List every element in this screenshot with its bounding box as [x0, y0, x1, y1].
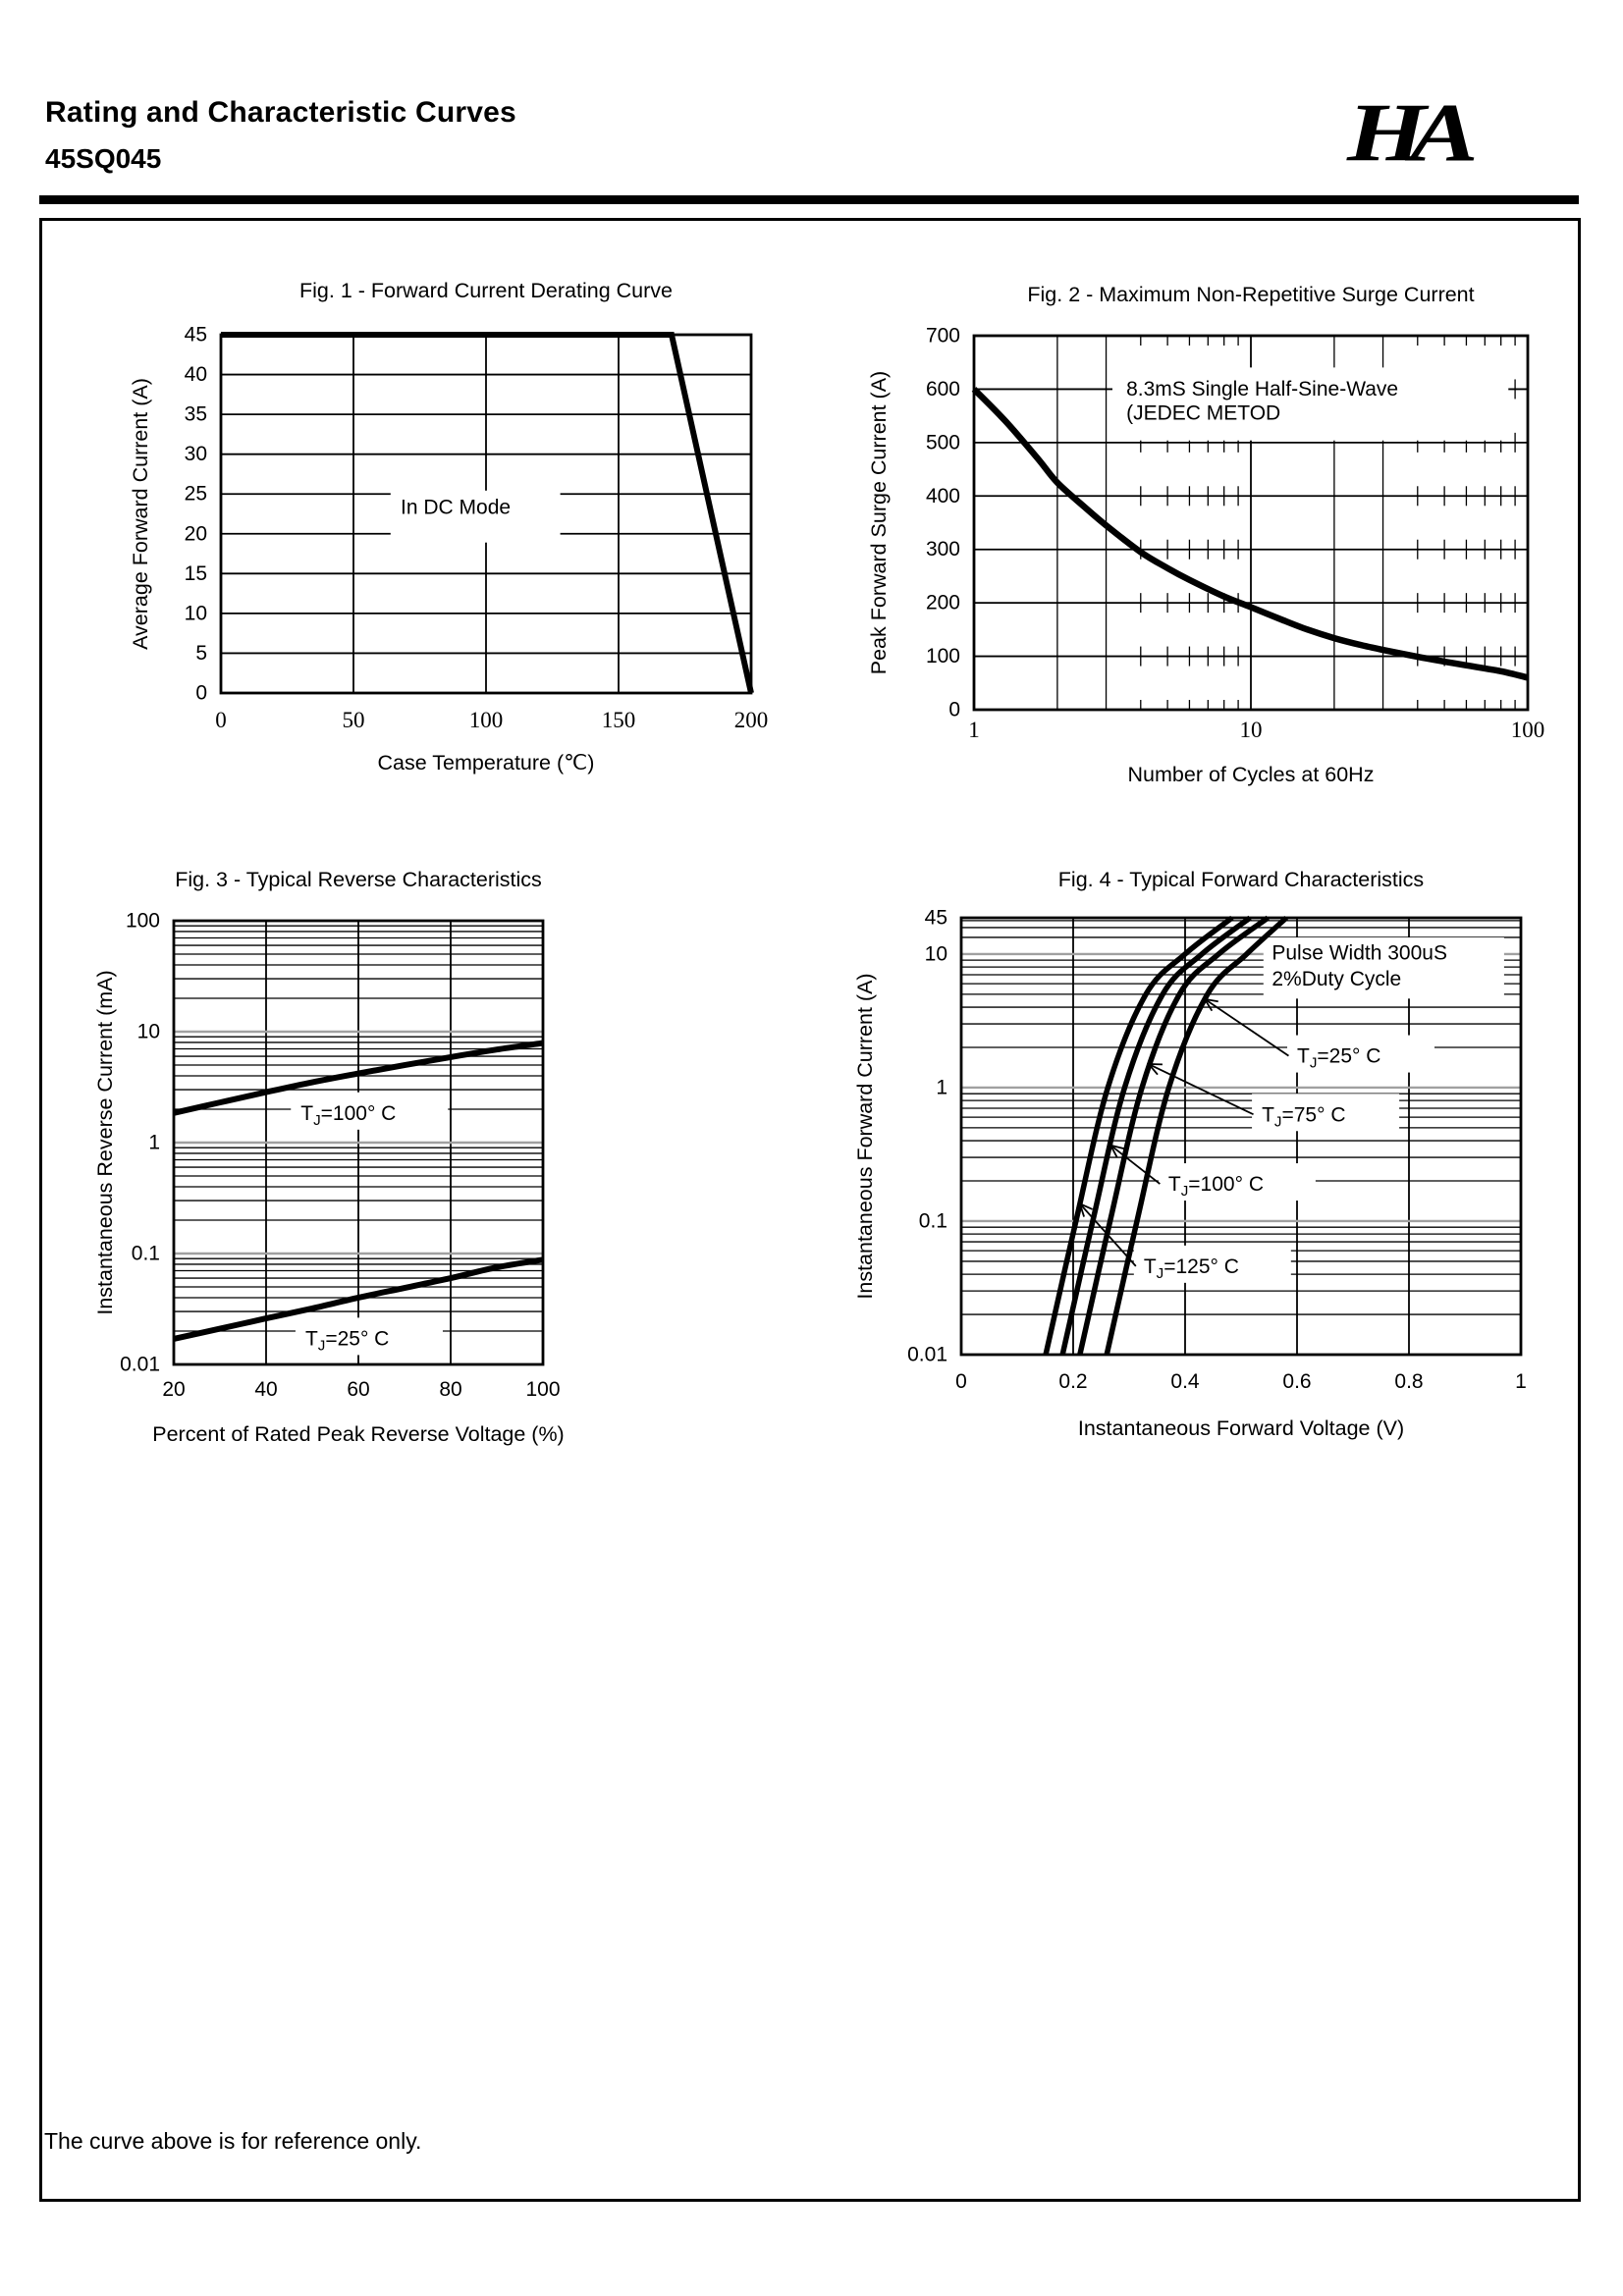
fig4-y-tick: 45: [925, 907, 947, 930]
fig1-y-tick: 40: [185, 363, 207, 386]
fig1-y-tick: 0: [195, 682, 207, 705]
fig4-temp-label: TJ=25° C: [1297, 1045, 1380, 1072]
fig2-y-tick: 400: [926, 485, 960, 507]
header-rule: [39, 195, 1579, 204]
fig1-y-tick: 20: [185, 522, 207, 545]
fig1-annotation: In DC Mode: [401, 497, 511, 519]
fig1-x-tick: 0: [215, 708, 227, 732]
fig1-y-tick: 5: [195, 642, 207, 665]
fig1-xlabel: Case Temperature (℃): [378, 751, 595, 774]
fig4-tj-75c-curve: [1077, 915, 1270, 1356]
fig2-xlabel: Number of Cycles at 60Hz: [1128, 763, 1375, 786]
fig3-y-tick: 100: [126, 910, 160, 933]
fig4-y-tick: 10: [925, 942, 947, 965]
fig3-xlabel: Percent of Rated Peak Reverse Voltage (%…: [152, 1422, 564, 1446]
fig2-surge-curve: [971, 387, 1529, 681]
footer-note: The curve above is for reference only.: [44, 2128, 422, 2154]
fig2-y-tick: 100: [926, 645, 960, 667]
fig4-chart: TJ=25° C TJ=75° C TJ=100° C TJ=125° C Pulse …: [853, 868, 1527, 1440]
fig3-y-tick: 0.1: [132, 1243, 160, 1265]
fig4-ylabel: Instantaneous Forward Current (A): [853, 973, 877, 1299]
fig4-temp-label: TJ=75° C: [1262, 1103, 1345, 1130]
fig1-derating-curve: [221, 332, 754, 694]
fig3-x-tick: 40: [254, 1378, 277, 1401]
brand-logo-ha-icon: HA: [1347, 86, 1479, 180]
fig2-y-tick: 200: [926, 592, 960, 614]
fig2-y-tick: 300: [926, 538, 960, 561]
fig1-chart: In DC Mode Fig. 1 - Forward Current Derat…: [129, 279, 768, 774]
fig4-tj-125c-curve: [1043, 915, 1234, 1356]
fig4-x-tick: 1: [1515, 1370, 1527, 1393]
fig2-title: Fig. 2 - Maximum Non-Repetitive Surge Cu…: [1027, 283, 1474, 306]
part-number: 45SQ045: [45, 143, 162, 174]
fig2-y-tick: 500: [926, 431, 960, 454]
fig4-tj-25c-curve: [1104, 915, 1289, 1356]
fig3-tj-25c-curve: [173, 1256, 544, 1342]
fig3-chart: TJ=100° C TJ=25° C Fig. 3 - Typical Revers…: [93, 868, 565, 1446]
fig3-x-tick: 60: [347, 1378, 369, 1401]
fig2-x-tick: 1: [968, 718, 980, 742]
fig4-y-tick: 0.1: [919, 1209, 947, 1232]
fig3-title: Fig. 3 - Typical Reverse Characteristics: [175, 868, 542, 891]
fig3-x-tick: 80: [439, 1378, 461, 1401]
fig4-x-tick: 0.2: [1058, 1370, 1087, 1393]
fig1-ylabel: Average Forward Current (A): [129, 378, 152, 650]
fig4-tj-100c-curve: [1059, 915, 1252, 1356]
fig3-tj-100c-curve: [173, 1040, 544, 1116]
fig2-chart: 8.3mS Single Half-Sine-Wave(JEDEC METOD F…: [867, 283, 1544, 786]
fig1-x-tick: 150: [602, 708, 636, 732]
fig1-y-tick: 15: [185, 562, 207, 585]
fig1-y-tick: 30: [185, 443, 207, 465]
fig3-x-tick: 20: [162, 1378, 185, 1401]
fig3-temp-label: TJ=100° C: [300, 1102, 396, 1129]
fig4-x-tick: 0.6: [1282, 1370, 1311, 1393]
fig4-title: Fig. 4 - Typical Forward Characteristics: [1058, 868, 1424, 891]
fig4-annotation: Pulse Width 300uS: [1271, 941, 1447, 964]
fig1-x-tick: 200: [734, 708, 769, 732]
fig2-x-tick: 100: [1511, 718, 1545, 742]
fig2-y-tick: 600: [926, 378, 960, 400]
fig1-y-tick: 10: [185, 602, 207, 624]
fig1-y-tick: 35: [185, 403, 207, 426]
fig4-y-tick: 1: [936, 1076, 947, 1098]
fig4-temp-label: TJ=125° C: [1144, 1255, 1239, 1282]
fig2-y-tick: 700: [926, 325, 960, 347]
fig1-title: Fig. 1 - Forward Current Derating Curve: [299, 279, 673, 302]
fig4-x-tick: 0.4: [1170, 1370, 1200, 1393]
fig4-y-tick: 0.01: [907, 1344, 947, 1366]
fig1-y-tick: 25: [185, 483, 207, 506]
fig1-x-tick: 100: [469, 708, 504, 732]
fig2-x-tick: 10: [1240, 718, 1263, 742]
fig3-x-tick: 100: [525, 1378, 560, 1401]
fig2-y-tick: 0: [948, 699, 960, 721]
fig3-y-tick: 0.01: [120, 1354, 160, 1376]
fig4-x-tick: 0.8: [1394, 1370, 1423, 1393]
fig2-ylabel: Peak Forward Surge Current (A): [867, 371, 891, 674]
fig4-temp-label: TJ=100° C: [1168, 1173, 1264, 1200]
page-title: Rating and Characteristic Curves: [45, 96, 516, 129]
fig3-ylabel: Instantaneous Reverse Current (mA): [93, 970, 117, 1314]
fig1-y-tick: 45: [185, 324, 207, 347]
fig4-annotation: 2%Duty Cycle: [1271, 968, 1401, 990]
fig2-annotation: (JEDEC METOD: [1126, 402, 1280, 425]
fig3-y-tick: 10: [137, 1021, 160, 1043]
fig3-y-tick: 1: [148, 1132, 160, 1154]
fig3-temp-label: TJ=25° C: [305, 1327, 389, 1354]
fig4-x-tick: 0: [955, 1370, 967, 1393]
fig4-xlabel: Instantaneous Forward Voltage (V): [1078, 1416, 1404, 1440]
fig2-annotation: 8.3mS Single Half-Sine-Wave: [1126, 378, 1398, 400]
fig1-x-tick: 50: [343, 708, 365, 732]
